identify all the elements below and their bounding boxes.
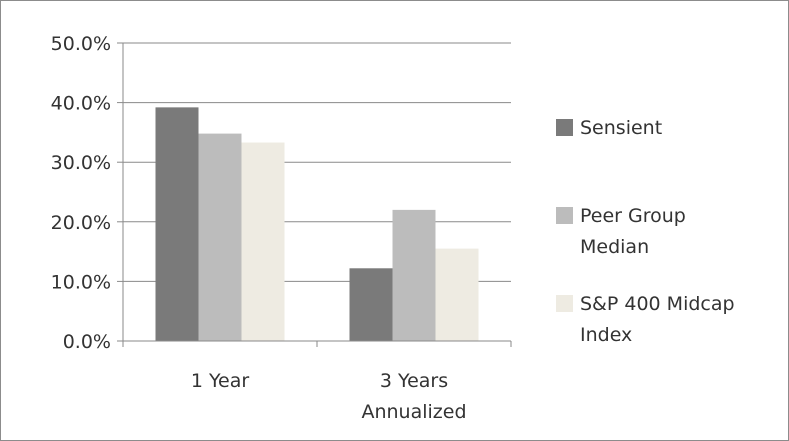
- x-tick-label: 1 Year: [191, 370, 250, 392]
- y-tick-label: 20.0%: [51, 212, 111, 234]
- bar: [392, 209, 436, 341]
- x-tick-label: 3 Years Annualized: [361, 370, 466, 423]
- y-tick-label: 50.0%: [51, 33, 111, 55]
- legend-label: Peer Group Median: [580, 205, 686, 258]
- legend-swatch: [556, 295, 573, 312]
- axes: [122, 43, 512, 347]
- y-tick-label: 10.0%: [51, 271, 111, 293]
- bar: [198, 133, 242, 341]
- legend: Sensient Peer Group Median S&P 400 Midcap In…: [556, 117, 735, 346]
- legend-swatch: [556, 207, 573, 224]
- x-axis-labels: 1 Year 3 Years Annualized: [191, 370, 467, 423]
- y-tick-label: 40.0%: [51, 93, 111, 115]
- bar: [241, 142, 285, 341]
- bars: [155, 107, 479, 341]
- legend-label: Sensient: [580, 117, 662, 139]
- bar: [435, 248, 479, 341]
- y-axis-ticks: 0.0% 10.0% 20.0% 30.0% 40.0% 50.0%: [51, 33, 123, 353]
- legend-label: S&P 400 Midcap Index: [580, 293, 735, 346]
- bar: [155, 107, 199, 341]
- legend-swatch: [556, 119, 573, 136]
- bar: [349, 268, 393, 341]
- y-tick-label: 30.0%: [51, 152, 111, 174]
- y-tick-label: 0.0%: [63, 331, 111, 353]
